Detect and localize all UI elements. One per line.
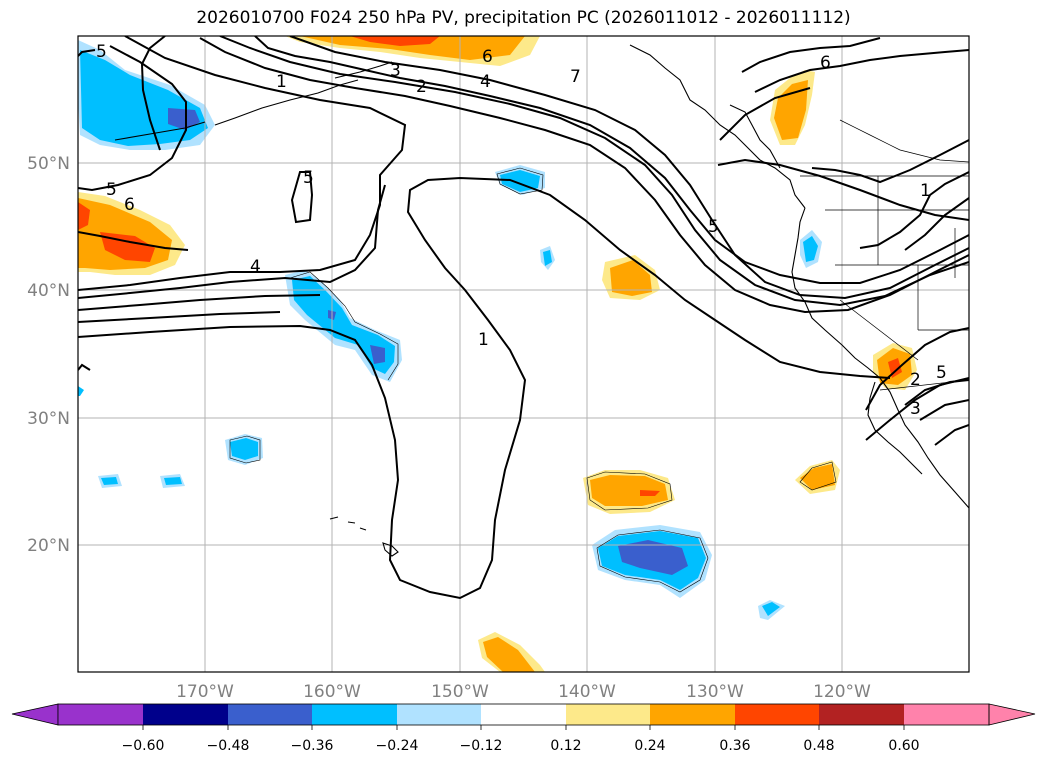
colorbar-swatch: [58, 704, 143, 725]
colorbar-swatch: [566, 704, 650, 725]
precip-area-oregon-coast-core: [803, 236, 818, 262]
colorbar-swatch: [143, 704, 228, 725]
precip-area-southeast-small-core: [762, 602, 780, 616]
precip-area-gulf-of-alaska-west-max: [168, 108, 200, 130]
contour-label: 3: [910, 399, 921, 419]
lat-label: 20°N: [27, 536, 70, 556]
latitude-labels: 50°N 40°N 30°N 20°N: [27, 154, 70, 556]
colorbar-tick-label: 0.12: [550, 738, 581, 754]
precip-area-socal-max: [888, 358, 902, 378]
precip-area-north-pacific-core: [300, 36, 525, 60]
contour-label: 6: [482, 47, 493, 67]
contour-label: 4: [480, 72, 491, 92]
colorbar-extend-low: [11, 703, 59, 726]
colorbar-swatch: [312, 704, 397, 725]
colorbar-swatch: [819, 704, 904, 725]
colorbar-tick-label: −0.48: [207, 738, 250, 754]
precip-area-north-pacific-max: [350, 36, 440, 46]
colorbar-swatch: [904, 704, 989, 725]
contour-label: 3: [390, 61, 401, 81]
contour-label: 1: [276, 72, 287, 92]
colorbar-tick-label: 0.60: [888, 738, 919, 754]
lon-label: 150°W: [431, 682, 489, 702]
coastline-alaska-panhandle: [629, 44, 806, 209]
colorbar-tick-label: 0.36: [719, 738, 750, 754]
contour-label: 7: [570, 67, 581, 87]
lon-label: 120°W: [813, 682, 871, 702]
precip-area-small-center-core: [543, 250, 552, 266]
contour-label: 2: [910, 370, 921, 390]
colorbar-tick-label: −0.60: [122, 738, 165, 754]
contour-label: 5: [708, 217, 719, 237]
precip-area-dateline-south-small: [78, 386, 84, 396]
colorbar-tick-label: −0.36: [291, 738, 334, 754]
longitude-labels: 170°W 160°W 150°W 140°W 130°W 120°W: [176, 682, 871, 702]
precip-thin-outlines: [229, 167, 837, 593]
coastline-aleutians-west: [114, 121, 206, 141]
lon-label: 170°W: [176, 682, 234, 702]
precip-positive-shading: [78, 36, 917, 672]
lat-label: 40°N: [27, 281, 70, 301]
coastline-west-coast: [791, 207, 969, 509]
colorbar-swatch: [650, 704, 735, 725]
precip-area-west-central-core: [292, 276, 395, 374]
coastline-bc-islands: [729, 104, 781, 169]
coastline-baja: [867, 381, 923, 475]
colorbar-tick-label: 0.48: [803, 738, 834, 754]
lat-label: 50°N: [27, 154, 70, 174]
map-frame: [77, 35, 970, 673]
contour-label: 4: [250, 257, 261, 277]
map-title: 2026010700 F024 250 hPa PV, precipitatio…: [196, 8, 851, 28]
lon-label: 140°W: [558, 682, 616, 702]
precip-area-subtropics-core: [590, 475, 668, 506]
contour-label: 6: [820, 53, 831, 73]
precip-area-subtropics-max: [640, 490, 660, 496]
colorbar-swatch: [481, 704, 566, 725]
coastline-hawaii: [329, 516, 399, 557]
graticule: [78, 36, 969, 672]
colorbar-tick-label: 0.24: [634, 738, 665, 754]
colorbar-tick-label: −0.24: [376, 738, 419, 754]
precip-area-dateline-west-max: [78, 202, 90, 230]
contour-label: 5: [106, 180, 117, 200]
contour-label: 6: [124, 195, 135, 215]
contour-label: 5: [936, 363, 947, 383]
precip-area-small-west-1-core: [101, 477, 118, 485]
map-background: [78, 36, 969, 672]
pv-contours: [78, 36, 969, 600]
lon-label: 160°W: [303, 682, 361, 702]
precip-area-south-edge-core: [483, 637, 535, 672]
colorbar-extend-high: [988, 703, 1036, 726]
lon-label: 130°W: [686, 682, 744, 702]
contour-label: 5: [96, 42, 107, 62]
precip-area-small-west-2-core: [164, 477, 182, 485]
precip-area-subtropics-south-max: [618, 540, 688, 575]
precip-area-west-central-max: [370, 345, 385, 364]
colorbar-swatch: [397, 704, 481, 725]
contour-label: 5: [303, 168, 314, 188]
colorbar: −0.60 −0.48 −0.36 −0.24 −0.12 0.12 0.24 …: [11, 703, 1036, 754]
contour-label: 1: [920, 181, 931, 201]
contour-label: 1: [478, 330, 489, 350]
contour-labels: 5 6 1 3 2 4 7 6 5 5 6 4 5 1 1 2 5 3: [96, 42, 947, 419]
lat-label: 30°N: [27, 409, 70, 429]
precip-area-baja-offshore-core: [800, 464, 835, 490]
colorbar-swatch: [735, 704, 819, 725]
contour-label: 2: [416, 77, 427, 97]
colorbar-tick-label: −0.12: [460, 738, 503, 754]
precip-area-central-core: [610, 260, 652, 296]
colorbar-swatch: [228, 704, 312, 725]
precip-area-southwest-core: [230, 438, 258, 460]
